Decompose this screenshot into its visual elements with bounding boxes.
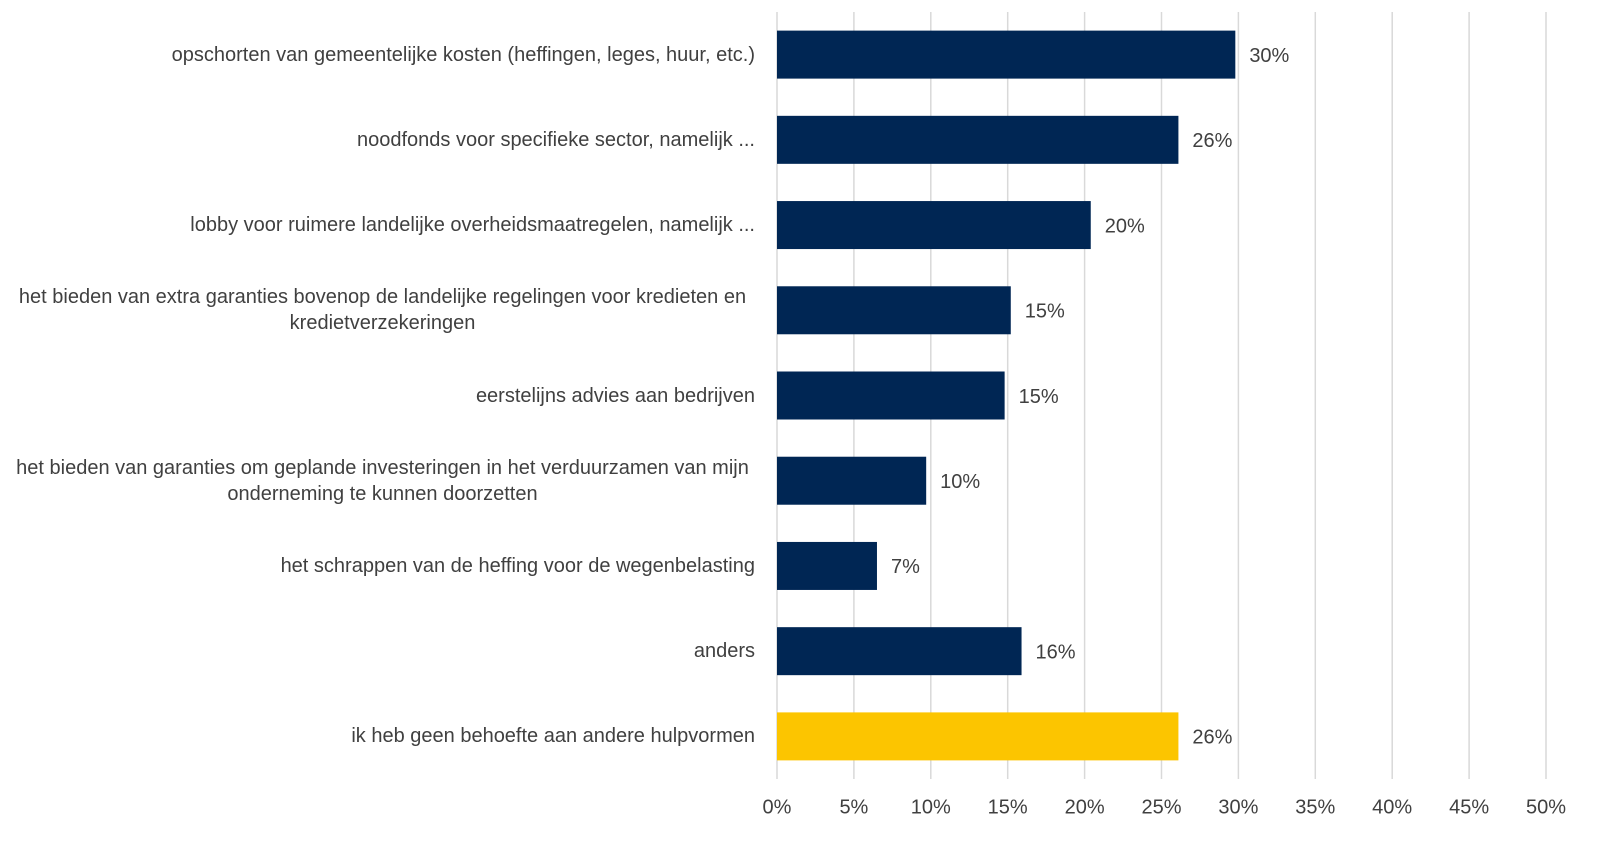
x-tick-label: 20% [1065,796,1105,818]
x-tick-label: 30% [1218,796,1258,818]
bar [777,541,877,590]
x-tick-label: 10% [911,796,951,818]
category-label: opschorten van gemeentelijke kosten (hef… [171,43,755,66]
value-label: 30% [1249,45,1289,67]
x-tick-label: 50% [1526,796,1566,818]
category-label: het bieden van extra garanties bovenop d… [18,286,747,335]
value-label: 15% [1025,301,1065,323]
value-label: 15% [1019,386,1059,408]
value-label: 26% [1192,130,1232,152]
bar [777,115,1179,164]
bar [777,30,1236,79]
category-label: noodfonds voor specifieke sector, nameli… [357,128,755,151]
category-label: anders [693,640,755,663]
x-tick-label: 15% [988,796,1028,818]
x-tick-label: 45% [1449,796,1489,818]
x-tick-label: 5% [839,796,868,818]
category-label: lobby voor ruimere landelijke overheidsm… [190,214,755,237]
value-label: 10% [940,471,980,493]
category-label: het bieden van garanties om geplande inv… [16,456,749,505]
x-tick-label: 40% [1372,796,1412,818]
bar [777,201,1091,250]
bar [777,371,1005,420]
value-label: 20% [1105,215,1145,237]
bar [777,286,1011,335]
category-label: ik heb geen behoefte aan andere hulpvorm… [351,725,755,748]
bar [777,712,1179,761]
category-label: het schrappen van de heffing voor de weg… [280,554,755,577]
x-tick-label: 25% [1141,796,1181,818]
category-label: eerstelijns advies aan bedrijven [475,384,755,407]
value-label: 16% [1036,641,1076,663]
value-label: 26% [1192,727,1232,749]
bar [777,627,1022,676]
bar [777,456,927,505]
x-tick-label: 35% [1295,796,1335,818]
x-tick-label: 0% [763,796,792,818]
value-label: 7% [891,556,920,578]
